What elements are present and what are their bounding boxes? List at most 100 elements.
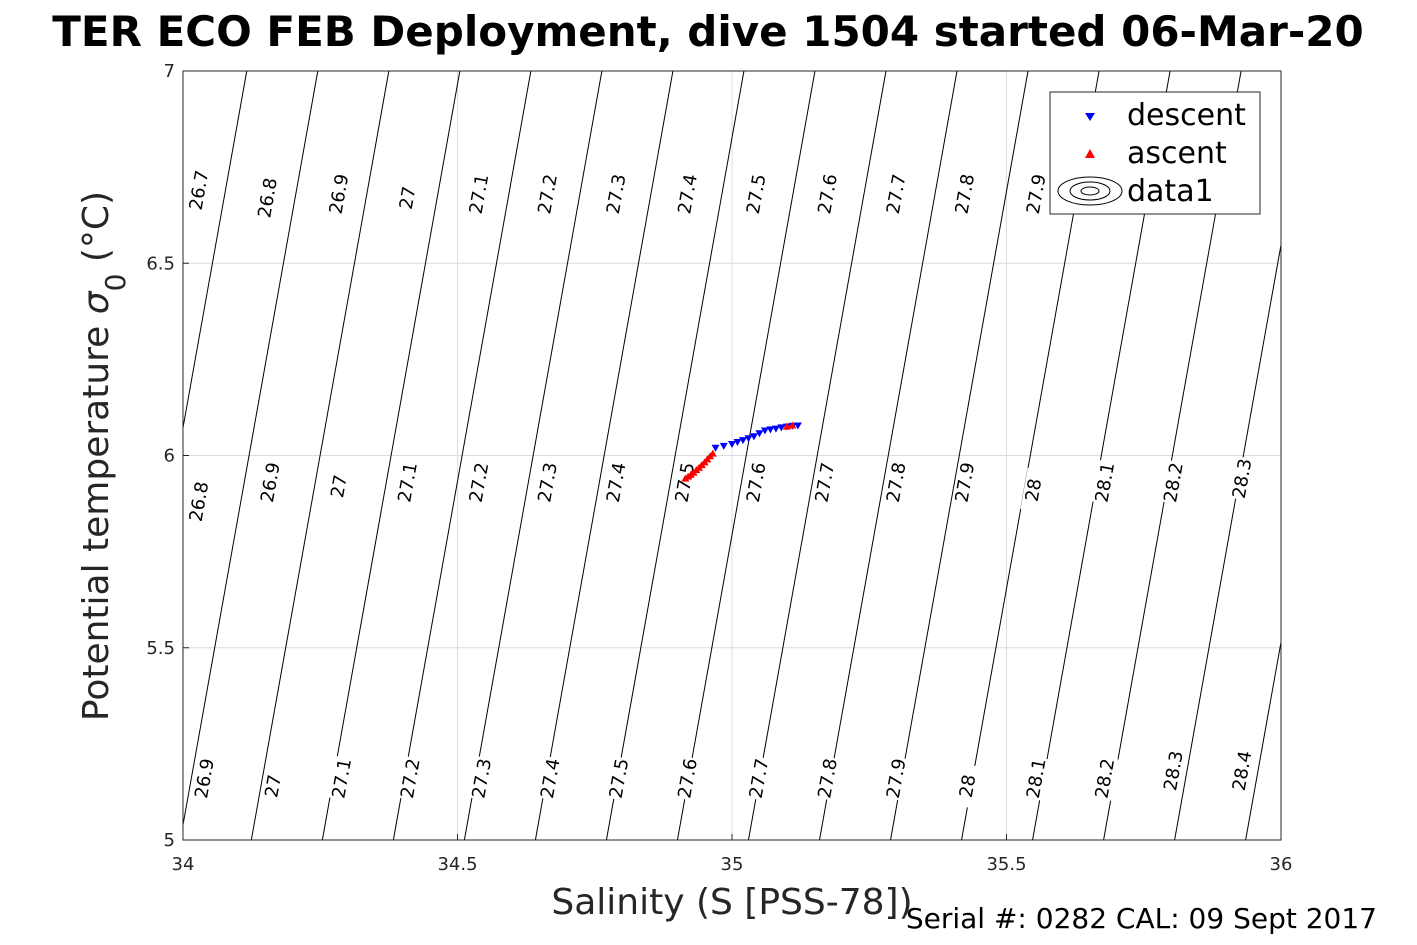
contour-label-gap xyxy=(814,171,842,217)
descent-point xyxy=(728,440,736,448)
x-tick-label: 35 xyxy=(721,854,744,875)
x-tick-label: 34.5 xyxy=(437,854,477,875)
isopycnal-line xyxy=(605,71,745,840)
contour-label-gap xyxy=(191,756,219,801)
contour-label-gap xyxy=(1091,756,1119,801)
x-tick-label: 35.5 xyxy=(986,854,1026,875)
contour-label-gap xyxy=(185,167,214,213)
legend-marker-data1 xyxy=(1057,176,1123,206)
legend-box xyxy=(1049,91,1261,215)
contour-label-gap xyxy=(674,756,702,801)
contour-label-gap xyxy=(537,756,565,801)
isopycnal-line xyxy=(534,71,674,840)
data-points xyxy=(681,421,802,482)
contour-label-gap xyxy=(465,171,494,217)
contour-label-gap xyxy=(1091,459,1119,505)
descent-point xyxy=(771,425,780,433)
contour-label-gap xyxy=(814,756,842,801)
contour-label-gap xyxy=(468,756,496,801)
descent-point xyxy=(711,444,720,452)
y-axis-label-sigma: σ xyxy=(76,290,117,314)
legend: descent ascent data1 xyxy=(1049,91,1261,215)
contour-label-gap xyxy=(671,459,699,505)
legend-marker-ascent xyxy=(1085,149,1095,158)
y-axis-ticks: 5 5.5 6 6.5 7 xyxy=(146,61,189,851)
contour-label-gap xyxy=(811,459,839,505)
ascent-point xyxy=(788,421,797,429)
contour-label-gap xyxy=(883,756,911,801)
x-axis-label: Salinity (S [PSS-78]) xyxy=(551,882,912,923)
isopycnal-line xyxy=(890,71,1029,840)
contour-label-gap xyxy=(325,463,354,509)
contour-label-gap xyxy=(257,459,285,505)
contour-label: 27 xyxy=(327,473,352,499)
contour-label-gap xyxy=(465,459,494,505)
contour-label-gap xyxy=(534,171,562,217)
contour-label-gap xyxy=(260,763,288,809)
descent-point xyxy=(744,435,753,443)
contour-label-gap xyxy=(1023,171,1051,217)
contour-label-gap xyxy=(743,459,771,505)
contour-label-gap xyxy=(394,459,422,505)
contour-label-gap xyxy=(1160,459,1188,505)
contour-label-gap xyxy=(397,756,425,801)
y-tick-label: 5.5 xyxy=(146,638,175,659)
contour-label-gap xyxy=(954,763,982,809)
contour-label-gap xyxy=(883,459,911,505)
contour-label-gap xyxy=(674,171,702,217)
ascent-point xyxy=(708,449,717,457)
contour-label-gap xyxy=(1229,748,1257,794)
x-tick-label: 34 xyxy=(172,854,195,875)
y-tick-label: 7 xyxy=(164,61,175,82)
descent-point xyxy=(777,424,786,432)
contour-label: 27 xyxy=(396,185,421,211)
descent-point xyxy=(719,442,728,450)
y-axis-label-subscript: 0 xyxy=(99,274,132,292)
descent-point xyxy=(749,433,758,441)
contour-label-gap xyxy=(951,171,979,217)
legend-marker-descent xyxy=(1085,113,1095,121)
chart-title: TER ECO FEB Deployment, dive 1504 starte… xyxy=(52,7,1363,56)
descent-point xyxy=(755,430,764,438)
y-axis-label-unit: (°C) xyxy=(76,191,117,274)
contour-label-gap xyxy=(745,756,773,801)
contour-label-gap xyxy=(603,171,631,217)
y-tick-label: 6 xyxy=(164,446,175,467)
y-tick-label: 6.5 xyxy=(146,253,175,274)
contour-label-gap xyxy=(743,171,771,217)
isopycnal-line xyxy=(1245,639,1281,840)
descent-point xyxy=(760,427,769,435)
legend-label-descent: descent xyxy=(1127,98,1246,133)
isopycnal-line xyxy=(183,71,248,431)
contour-label: 27 xyxy=(261,773,286,799)
legend-label-data1: data1 xyxy=(1127,174,1214,209)
isopycnal-line xyxy=(321,71,461,840)
contour-label-gap xyxy=(185,479,214,525)
isopycnal-line xyxy=(250,71,390,840)
legend-label-ascent: ascent xyxy=(1127,136,1227,171)
descent-point xyxy=(738,437,747,445)
descent-point xyxy=(766,426,775,434)
descent-point xyxy=(793,422,802,430)
contour-label-gap xyxy=(534,459,562,505)
contour-label-gap xyxy=(1023,756,1051,801)
isopycnal-line xyxy=(747,71,887,840)
isopycnal-line xyxy=(1174,242,1281,840)
isopycnal-line xyxy=(183,71,319,828)
contour-label-gap xyxy=(325,171,354,217)
contour-label-gap xyxy=(603,459,631,505)
y-axis-label-text: Potential temperature xyxy=(76,314,117,721)
contour-label: 28 xyxy=(956,773,981,799)
isopycnal-line xyxy=(392,71,532,840)
contour-label-gap xyxy=(951,459,979,505)
y-tick-label: 5 xyxy=(164,830,175,851)
contour-label-gap xyxy=(1160,748,1188,794)
isopycnal-line xyxy=(819,71,958,840)
contour-label-gap xyxy=(1229,456,1257,502)
contour-label-gap xyxy=(883,171,911,217)
x-axis-ticks: 34 34.5 35 35.5 36 xyxy=(172,834,1293,875)
contour-label-gap xyxy=(605,756,633,801)
x-tick-label: 36 xyxy=(1270,854,1293,875)
isopycnal-line xyxy=(676,71,816,840)
